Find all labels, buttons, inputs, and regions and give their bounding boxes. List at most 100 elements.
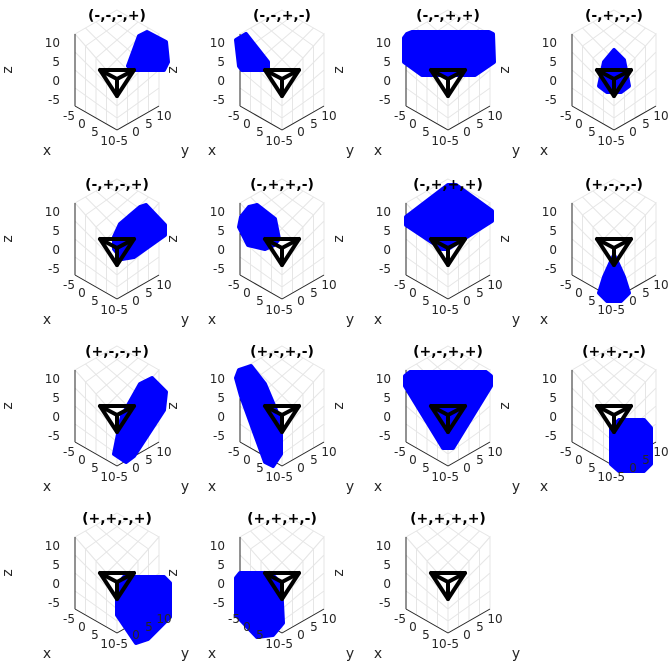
panel-title: (+,+,+,-) <box>247 511 317 527</box>
panel-title: (-,-,+,-) <box>253 8 311 24</box>
panel-title: (-,-,+,+) <box>416 8 480 24</box>
z-tick-label: -5 <box>213 262 225 276</box>
triangle-edge <box>446 68 467 81</box>
grid-line <box>74 572 118 610</box>
y-tick-label: 5 <box>476 620 484 634</box>
x-tick-label: 5 <box>422 461 430 475</box>
x-tick-label: 0 <box>409 117 417 131</box>
grid-line <box>405 590 449 622</box>
z-tick-label: 0 <box>549 74 557 88</box>
triangle-edge <box>429 404 450 417</box>
z-tick-label: 0 <box>549 243 557 257</box>
reference-triangle <box>98 237 136 267</box>
triangle-outline <box>263 68 301 98</box>
z-tick-label: -5 <box>379 93 391 107</box>
z-axis-label: z <box>0 235 16 242</box>
reference-triangle <box>263 237 301 267</box>
x-tick-label: 10 <box>597 134 612 148</box>
reference-triangle <box>263 571 301 601</box>
y-tick-label: 5 <box>145 620 153 634</box>
feasible-region <box>234 32 270 72</box>
grid-line <box>571 87 615 119</box>
z-tick-label: 5 <box>383 391 391 405</box>
grid-line <box>95 357 139 395</box>
grid-line <box>74 256 118 288</box>
x-axis-label: x <box>540 312 548 328</box>
y-tick-label: 0 <box>629 294 637 308</box>
x-axis-line <box>74 608 118 634</box>
z-tick-label: 0 <box>549 410 557 424</box>
x-tick-label: 5 <box>256 125 264 139</box>
x-tick-label: -5 <box>394 278 406 292</box>
grid-line <box>281 423 325 455</box>
y-tick-label: -5 <box>116 134 128 148</box>
y-tick-label: 10 <box>653 278 668 292</box>
x-axis-label: x <box>43 479 51 495</box>
y-axis-label: y <box>512 143 520 159</box>
grid-line <box>271 530 314 574</box>
x-tick-label: 10 <box>597 470 612 484</box>
y-axis-label: y <box>346 143 354 159</box>
grid-line <box>426 524 470 562</box>
grid-line <box>106 363 149 407</box>
grid-lines <box>405 518 491 627</box>
x-tick-label: -5 <box>394 109 406 123</box>
z-tick-label: 0 <box>383 577 391 591</box>
z-axis-label: z <box>331 569 347 576</box>
triangle-outline <box>263 571 301 601</box>
x-axis-label: x <box>43 143 51 159</box>
grid-line <box>260 524 304 562</box>
y-axis-line <box>613 105 657 131</box>
z-axis-label: z <box>165 569 181 576</box>
x-tick-label: 0 <box>409 286 417 300</box>
z-tick-label: 5 <box>52 224 60 238</box>
grid-line <box>447 256 491 288</box>
grid-line <box>74 590 118 622</box>
grid-line <box>281 256 325 288</box>
y-tick-label: 5 <box>476 117 484 131</box>
y-tick-label: 5 <box>145 453 153 467</box>
grid-line <box>405 69 449 107</box>
y-tick-label: 10 <box>156 109 171 123</box>
triangle-edge <box>280 571 301 584</box>
y-axis-line <box>281 608 325 634</box>
x-tick-label: -5 <box>394 612 406 626</box>
x-tick-label: 5 <box>256 461 264 475</box>
panel-title: (+,-,-,+) <box>85 344 149 360</box>
y-axis-line <box>281 105 325 131</box>
x-axis-label: x <box>540 143 548 159</box>
y-axis-label: y <box>346 479 354 495</box>
x-axis-line <box>405 274 449 300</box>
z-tick-label: -5 <box>48 93 60 107</box>
triangle-edge <box>98 68 119 81</box>
y-tick-label: 10 <box>321 109 336 123</box>
triangle-edge <box>429 237 450 250</box>
z-tick-label: 0 <box>217 410 225 424</box>
z-tick-label: -5 <box>545 429 557 443</box>
x-tick-label: 0 <box>575 286 583 300</box>
y-axis-line <box>281 274 325 300</box>
grid-line <box>447 69 491 107</box>
triangle-outline <box>595 68 633 98</box>
x-axis-line <box>571 105 615 131</box>
panel-title: (-,+,-,-) <box>585 8 643 24</box>
y-tick-label: -5 <box>447 637 459 651</box>
x-tick-label: 0 <box>78 286 86 300</box>
y-tick-label: -5 <box>281 470 293 484</box>
triangle-edge <box>98 404 119 417</box>
triangle-outline <box>98 571 136 601</box>
x-tick-label: 10 <box>431 470 446 484</box>
x-tick-label: 0 <box>409 620 417 634</box>
grid-line <box>260 21 304 59</box>
y-tick-label: 10 <box>321 612 336 626</box>
y-tick-label: 0 <box>132 461 140 475</box>
z-axis-label: z <box>0 66 16 73</box>
reference-triangle <box>595 68 633 98</box>
y-tick-label: -5 <box>447 134 459 148</box>
y-tick-label: -5 <box>613 303 625 317</box>
z-tick-label: 5 <box>217 55 225 69</box>
z-tick-label: -5 <box>379 596 391 610</box>
x-tick-label: 10 <box>431 134 446 148</box>
x-tick-label: 0 <box>78 117 86 131</box>
x-axis-label: x <box>208 479 216 495</box>
